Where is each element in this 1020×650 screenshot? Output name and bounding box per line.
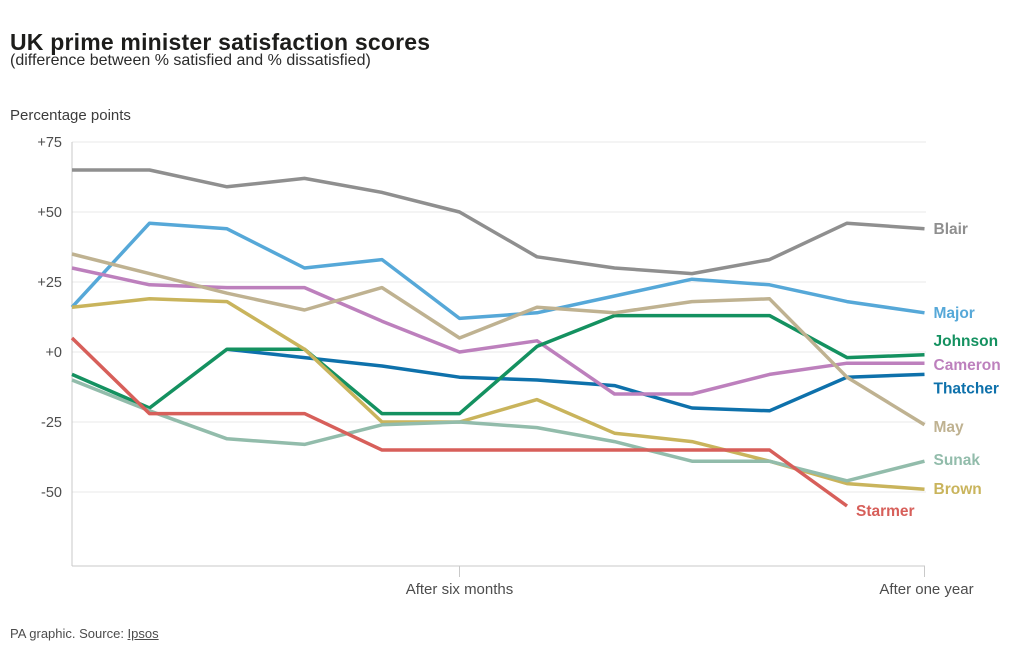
legend-label-sunak: Sunak	[934, 452, 981, 469]
legend-label-may: May	[934, 419, 965, 436]
source-credit: PA graphic. Source: Ipsos	[10, 626, 159, 641]
legend-label-johnson: Johnson	[934, 333, 999, 350]
legend-label-thatcher: Thatcher	[934, 380, 999, 397]
line-cameron	[71, 266, 925, 396]
y-tick-label: +50	[37, 205, 62, 221]
x-tick-label: After one year	[879, 581, 973, 598]
line-sunak	[71, 378, 925, 483]
y-tick-label: +0	[45, 345, 62, 361]
legend-label-starmer: Starmer	[856, 503, 915, 520]
source-link[interactable]: Ipsos	[127, 626, 159, 641]
y-tick-label: +25	[37, 275, 62, 291]
legend-label-blair: Blair	[934, 221, 968, 238]
line-starmer	[70, 336, 849, 508]
credit-text: PA graphic. Source:	[10, 626, 128, 641]
y-axis-title: Percentage points	[10, 107, 131, 124]
legend-label-major: Major	[934, 305, 975, 322]
chart-subtitle: (difference between % satisfied and % di…	[10, 52, 371, 69]
y-tick-label: +75	[37, 135, 62, 151]
y-tick-label: -25	[41, 415, 62, 431]
line-major	[70, 221, 925, 321]
y-tick-label: -50	[41, 485, 62, 501]
line-may	[71, 252, 926, 427]
legend-label-cameron: Cameron	[934, 357, 1001, 374]
line-johnson	[71, 313, 925, 416]
legend-label-brown: Brown	[934, 481, 982, 498]
page-title: UK prime minister satisfaction scores	[10, 29, 431, 56]
line-thatcher	[226, 347, 925, 413]
x-tick-label: After six months	[406, 581, 514, 598]
line-blair	[72, 168, 925, 276]
